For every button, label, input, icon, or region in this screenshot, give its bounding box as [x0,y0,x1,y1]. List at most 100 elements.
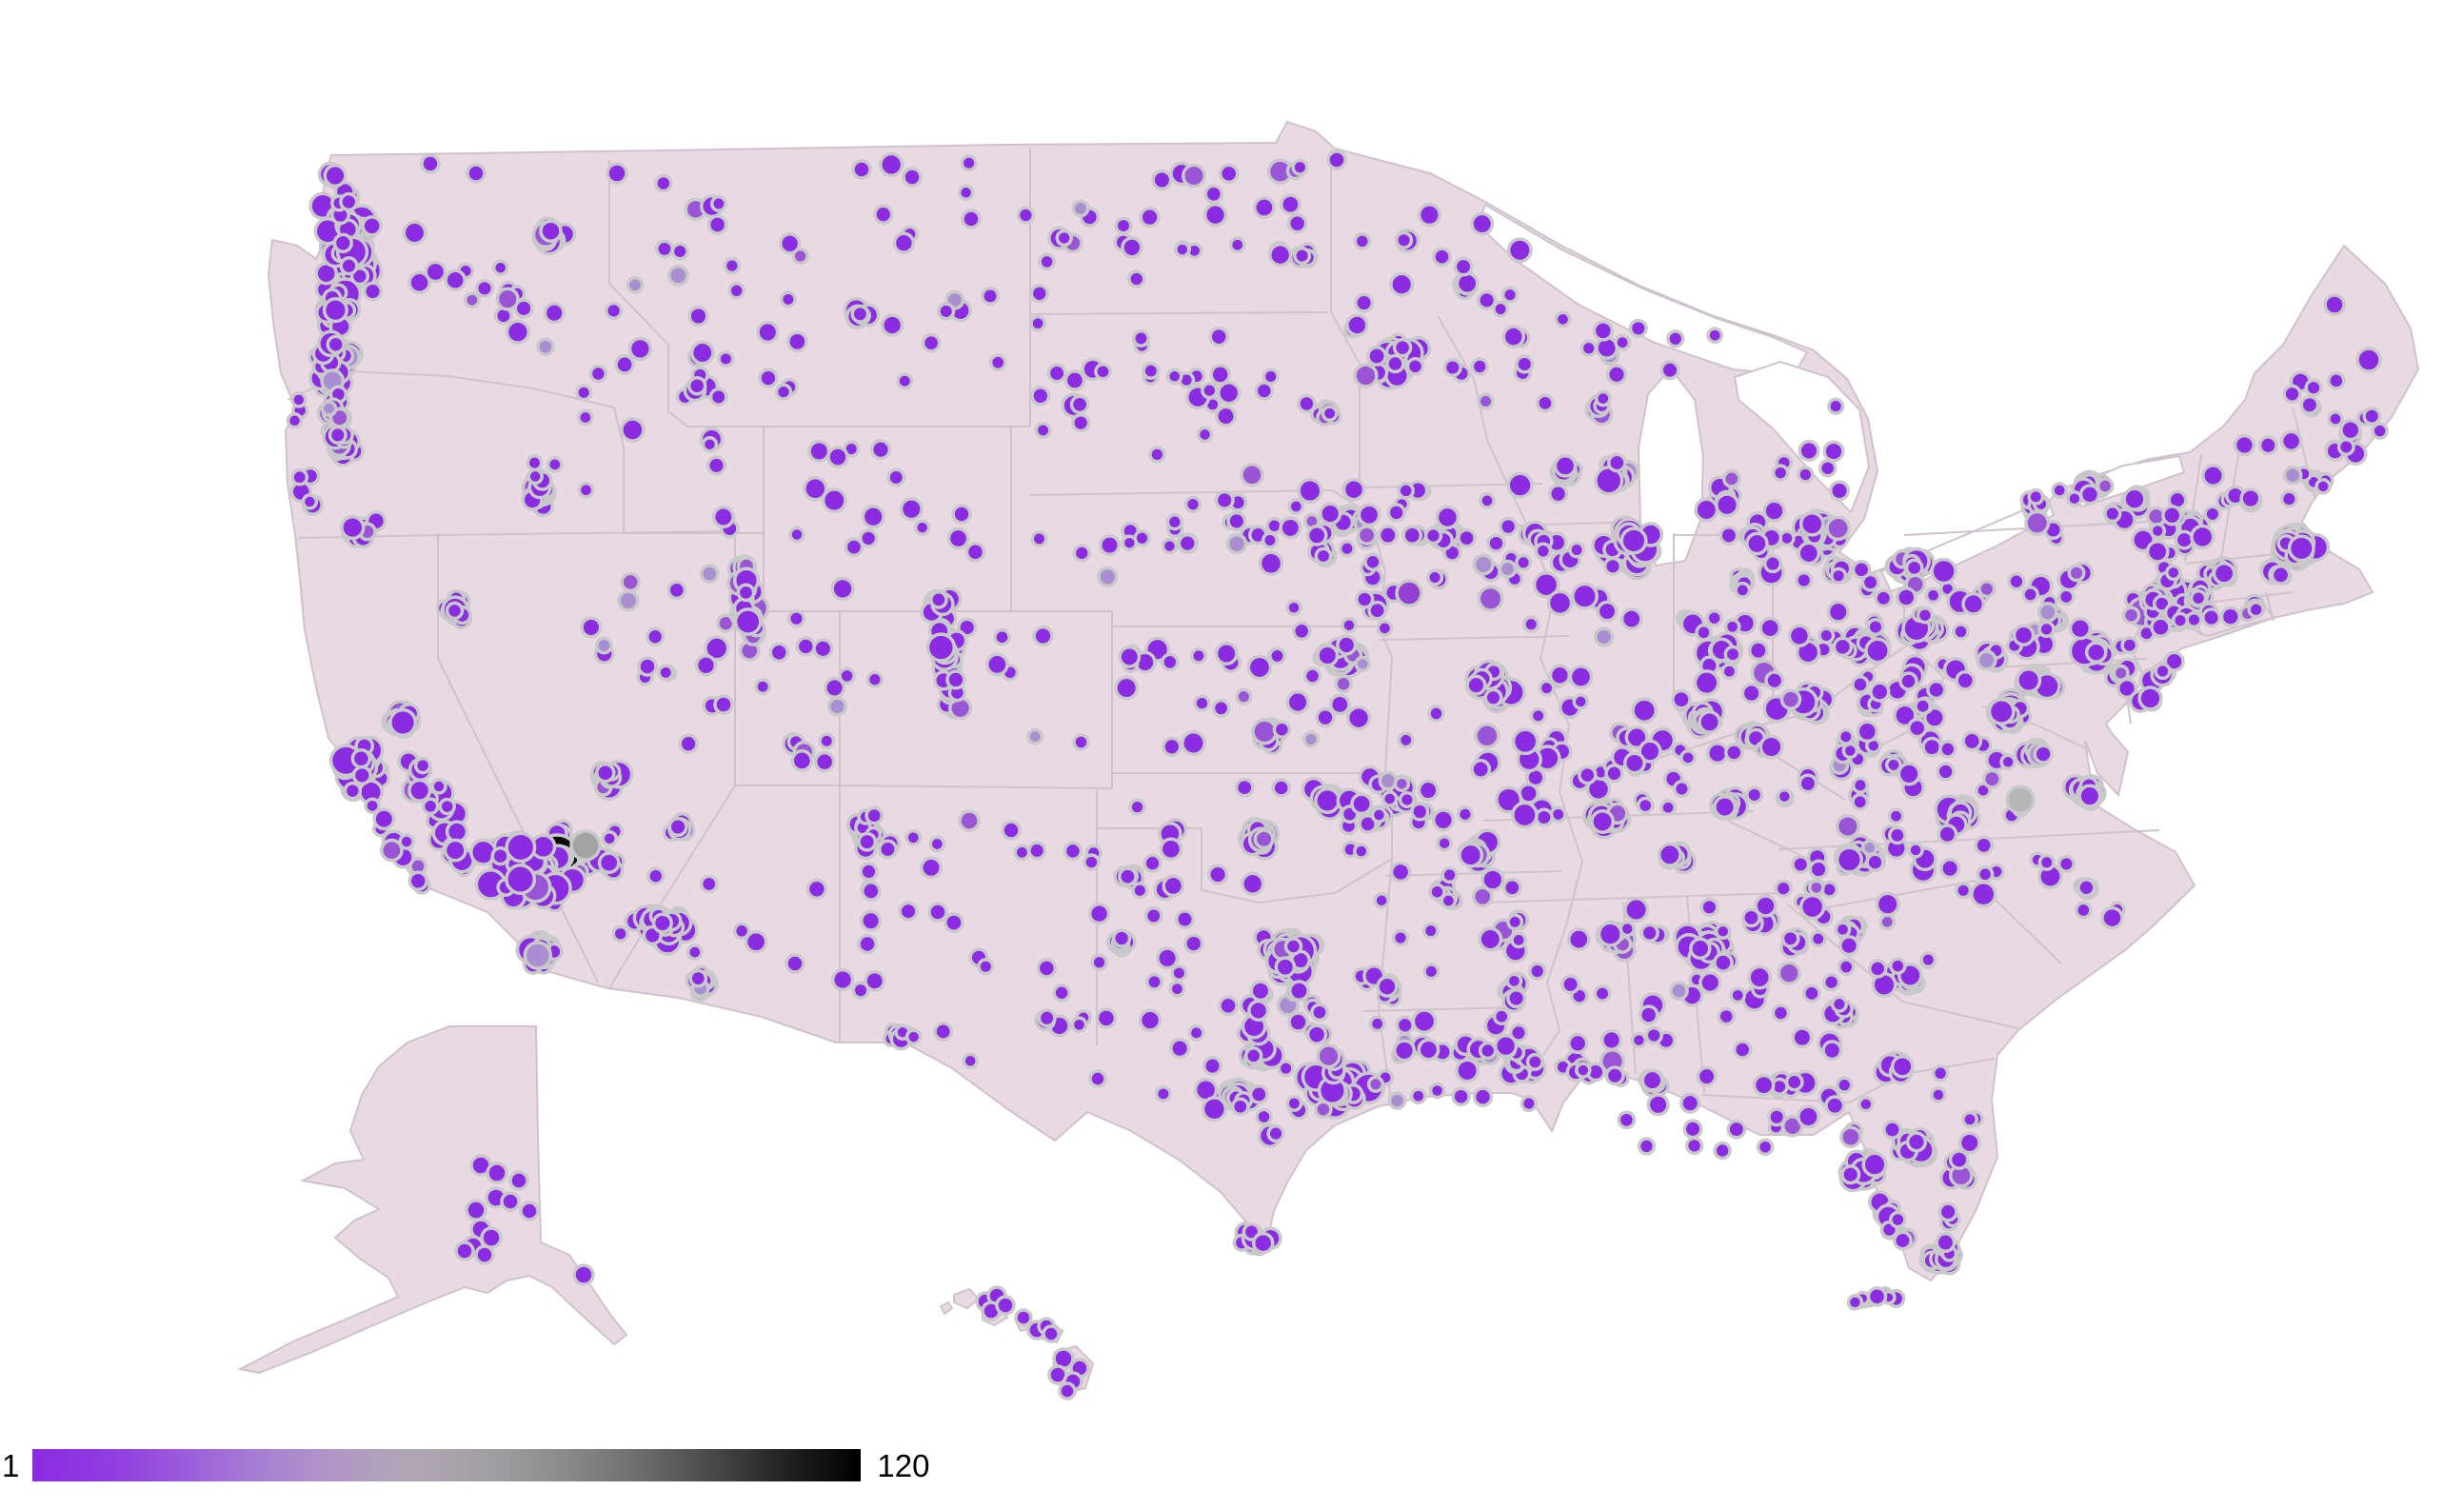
data-dot [1594,626,1615,647]
data-dot [736,583,756,603]
data-dot [340,514,366,541]
data-dot [445,820,469,844]
data-dot [2327,371,2346,390]
data-dot [1353,363,1379,388]
data-dot [546,456,564,473]
data-dot [1036,958,1058,979]
data-dot [2336,438,2355,456]
data-dot [957,184,975,202]
data-dot [1714,923,1732,941]
data-dot [1246,654,1273,681]
data-dot [1201,1096,1228,1123]
data-dot [1218,163,1240,185]
data-dot [1249,980,1272,1003]
data-dot [1159,837,1183,862]
data-dot [1397,482,1415,500]
data-dot [1314,786,1341,814]
data-dot [323,163,348,189]
data-dot [670,242,689,261]
data-dot [1740,683,1762,705]
data-dot [1529,706,1547,725]
data-dot [1099,534,1121,557]
data-dot [1506,237,1533,264]
data-dot [1154,1084,1172,1103]
data-dot [686,375,707,396]
data-dot [1802,983,1821,1003]
data-dot [2149,522,2167,540]
data-dot [1177,532,1198,554]
data-dot [1892,1230,1913,1251]
data-dot [1977,579,1997,599]
data-dot [1202,203,1228,228]
data-dot [1492,1007,1511,1026]
data-dot [1631,697,1658,725]
data-dot [1486,533,1506,553]
data-dot [1976,649,1997,671]
data-dot [1392,1039,1417,1063]
data-dot [927,902,948,923]
data-dot [1071,199,1090,218]
data-dot [993,627,1011,646]
data-dot [1254,381,1275,401]
data-dot [611,924,629,943]
data-dot [536,337,555,357]
data-dot [1866,1286,1888,1307]
data-dot [1357,503,1381,527]
data-dot [1243,1046,1263,1065]
data-dot [904,1028,923,1045]
data-dot [474,1244,495,1265]
data-dot [1287,1011,1309,1033]
data-dot [332,232,353,253]
data-dot [1706,327,1724,345]
data-dot [1230,1097,1250,1117]
data-dot [1864,637,1891,665]
landmass-layer [237,120,2420,1396]
data-dot [1884,756,1902,774]
data-dot [1904,558,1924,578]
data-dot [1614,333,1632,351]
data-dot [1684,1136,1704,1156]
data-dot [1255,1107,1273,1126]
data-dot [2339,419,2362,442]
data-dot [1961,1110,1978,1128]
data-dot [1165,368,1183,386]
data-dot [1935,1232,1957,1253]
data-dot [1181,730,1206,756]
data-dot [1385,353,1405,374]
data-dot [785,953,805,974]
data-dot [1366,346,1387,367]
data-dot [1354,292,1375,313]
data-dot [413,756,432,775]
data-dot [2033,744,2054,765]
data-dot [1376,620,1394,637]
data-dot [1354,655,1371,673]
data-dot [1671,688,1692,710]
data-dot [1791,854,1811,875]
data-dot [1387,1091,1407,1110]
data-dot [791,247,809,266]
data-dot [1455,271,1480,296]
data-dot [2323,293,2346,316]
data-dot [1679,749,1697,766]
data-dot [896,372,914,390]
data-dot [1428,883,1446,902]
data-dot [1261,531,1279,549]
data-dot [1291,621,1312,642]
data-dot [1841,742,1859,760]
data-dot [1534,807,1554,827]
data-dot [1759,616,1782,640]
data-dot [326,334,346,354]
data-dot [860,909,883,932]
data-dot [945,669,966,690]
data-dot [1368,1015,1386,1033]
data-dot [1162,874,1185,898]
data-dot [1389,271,1415,297]
data-dot [1630,1031,1648,1049]
data-dot [505,864,537,895]
data-dot [1981,768,2002,789]
data-dot [1905,1131,1928,1153]
data-dot [1939,858,1961,880]
data-dot [805,878,828,900]
data-dot [407,778,432,803]
